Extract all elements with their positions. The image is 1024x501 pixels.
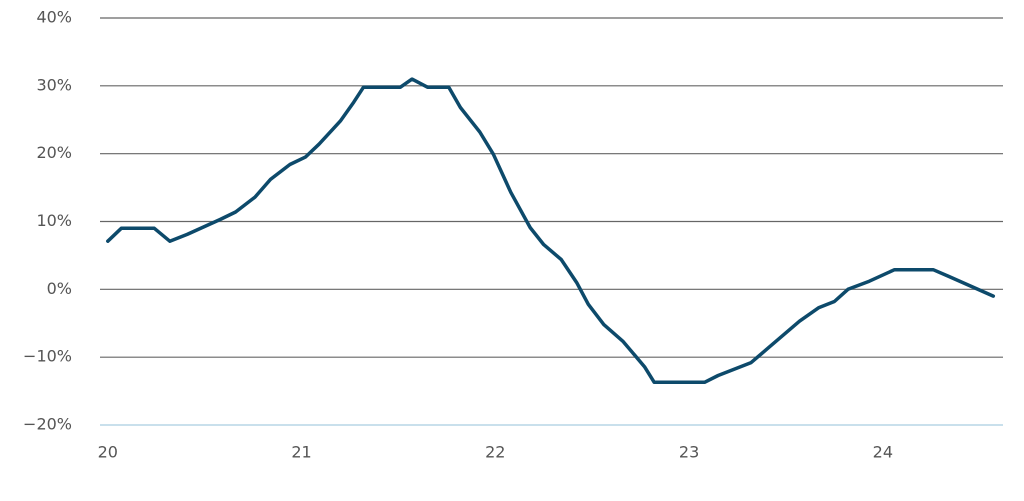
y-tick-label: −20%	[23, 415, 72, 434]
y-tick-label: −10%	[23, 347, 72, 366]
x-tick-label: 21	[291, 443, 311, 462]
y-tick-label: 40%	[36, 8, 72, 27]
y-tick-label: 10%	[36, 211, 72, 230]
x-tick-label: 22	[485, 443, 505, 462]
x-tick-label: 24	[873, 443, 893, 462]
x-tick-label: 23	[679, 443, 699, 462]
y-tick-label: 0%	[47, 279, 72, 298]
x-tick-label: 20	[98, 443, 118, 462]
y-tick-label: 30%	[36, 75, 72, 94]
line-series	[106, 77, 996, 385]
y-tick-label: 20%	[36, 143, 72, 162]
